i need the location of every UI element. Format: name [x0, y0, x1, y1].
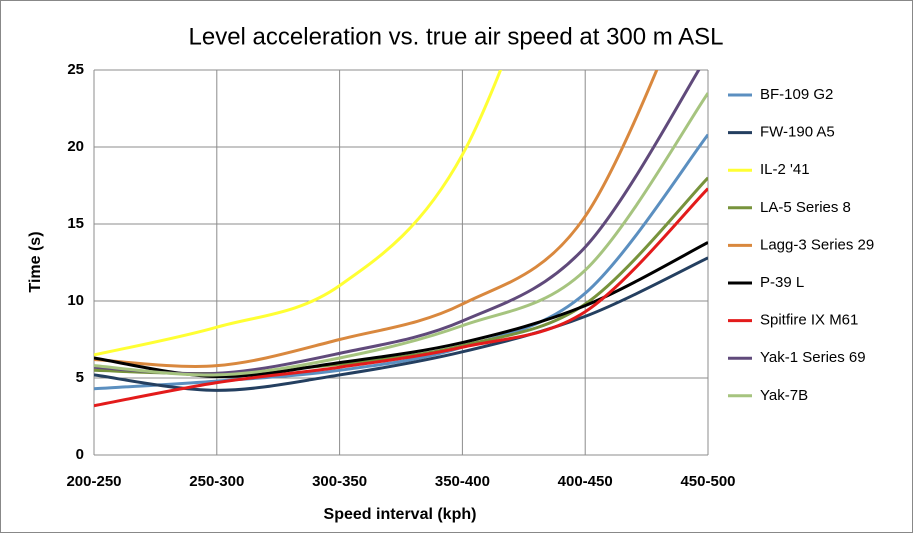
x-axis-label: Speed interval (kph) [324, 506, 477, 523]
series-line [94, 70, 659, 368]
x-tick-label: 300-350 [312, 473, 367, 490]
legend-label: IL-2 '41 [760, 161, 810, 178]
x-tick-label: 350-400 [435, 473, 490, 490]
legend-label: Yak-1 Series 69 [760, 349, 866, 366]
legend-label: BF-109 G2 [760, 86, 833, 103]
legend-label: P-39 L [760, 274, 804, 291]
y-axis-label: Time (s) [27, 231, 44, 292]
series-line [94, 133, 708, 391]
series-line [94, 70, 503, 357]
y-tick-label: 0 [76, 446, 84, 463]
legend-label: Lagg-3 Series 29 [760, 236, 874, 253]
y-tick-label: 10 [67, 292, 84, 309]
x-tick-label: 250-300 [189, 473, 244, 490]
y-tick-label: 15 [67, 215, 84, 232]
legend-label: Spitfire IX M61 [760, 312, 858, 329]
series-line [94, 187, 708, 408]
x-tick-label: 450-500 [680, 473, 735, 490]
plot-area [94, 70, 708, 408]
series-line [94, 256, 708, 392]
y-tick-label: 25 [67, 61, 84, 78]
chart-title: Level acceleration vs. true air speed at… [189, 23, 724, 50]
y-tick-label: 5 [76, 369, 84, 386]
legend-label: Yak-7B [760, 387, 808, 404]
y-tick-label: 20 [67, 138, 84, 155]
x-tick-label: 400-450 [558, 473, 613, 490]
legend-label: FW-190 A5 [760, 124, 835, 141]
x-tick-label: 200-250 [66, 473, 121, 490]
legend-label: LA-5 Series 8 [760, 199, 851, 216]
series-line [94, 92, 708, 377]
